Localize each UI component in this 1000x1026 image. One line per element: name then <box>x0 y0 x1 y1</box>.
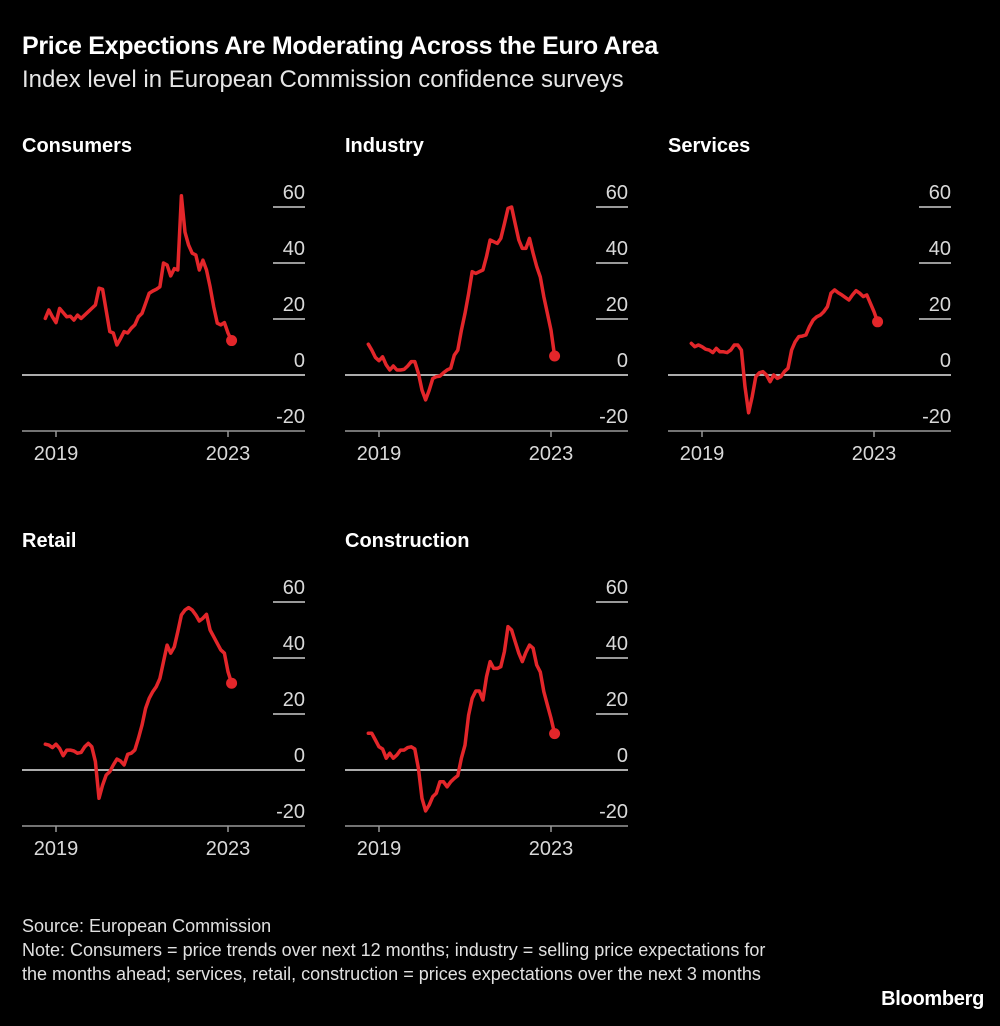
x-tick-label: 2023 <box>529 838 574 860</box>
panel-construction: 60 40 20 0 -20 2019 2023 <box>345 577 628 860</box>
y-tick-label: 60 <box>606 577 628 599</box>
series-line <box>43 605 234 801</box>
source-note: Source: European Commission <box>22 916 272 936</box>
x-tick-label: 2019 <box>34 443 79 465</box>
panel-title-construction: Construction <box>345 530 470 552</box>
x-tick-label: 2023 <box>852 443 897 465</box>
series-line <box>689 288 880 415</box>
x-tick-label: 2023 <box>206 443 251 465</box>
y-tick-label: 60 <box>283 577 305 599</box>
end-point-marker <box>226 677 238 689</box>
y-tick-label: 40 <box>283 238 305 260</box>
panel-services: 60 40 20 0 -20 2019 2023 <box>668 182 951 465</box>
y-tick-label: 60 <box>283 182 305 204</box>
x-tick-label: 2023 <box>206 838 251 860</box>
series-line <box>43 194 234 347</box>
x-tick-label: 2019 <box>34 838 79 860</box>
y-tick-label: 20 <box>283 689 305 711</box>
y-tick-label: -20 <box>599 801 628 823</box>
panel-consumers: 60 40 20 0 -20 2019 2023 <box>22 182 305 465</box>
end-point-marker <box>226 335 238 347</box>
panel-retail: 60 40 20 0 -20 2019 2023 <box>22 577 305 860</box>
y-tick-label: 20 <box>606 689 628 711</box>
chart-subtitle: Index level in European Commission confi… <box>22 66 624 93</box>
y-tick-label: 40 <box>929 238 951 260</box>
y-tick-label: 20 <box>929 294 951 316</box>
methodology-note: Note: Consumers = price trends over next… <box>22 940 766 984</box>
x-tick-label: 2019 <box>357 443 402 465</box>
end-point-marker <box>872 316 884 328</box>
x-tick-label: 2023 <box>529 443 574 465</box>
y-tick-label: -20 <box>276 801 305 823</box>
x-tick-label: 2019 <box>680 443 725 465</box>
y-tick-label: -20 <box>599 406 628 428</box>
panel-title-consumers: Consumers <box>22 135 133 157</box>
series-line <box>366 624 557 813</box>
x-tick-label: 2019 <box>357 838 402 860</box>
y-tick-label: -20 <box>922 406 951 428</box>
y-tick-label: 0 <box>294 350 305 372</box>
y-tick-label: 0 <box>940 350 951 372</box>
panel-title-industry: Industry <box>345 135 424 157</box>
end-point-marker <box>549 350 561 362</box>
panel-industry: 60 40 20 0 -20 2019 2023 <box>345 182 628 465</box>
y-tick-label: 0 <box>617 350 628 372</box>
y-tick-label: 40 <box>283 633 305 655</box>
y-tick-label: 40 <box>606 633 628 655</box>
y-tick-label: 60 <box>929 182 951 204</box>
y-tick-label: 0 <box>617 745 628 767</box>
y-tick-label: -20 <box>276 406 305 428</box>
chart-title: Price Expections Are Moderating Across t… <box>22 32 658 60</box>
bloomberg-logo: Bloomberg <box>881 988 984 1010</box>
end-point-marker <box>549 728 561 740</box>
y-tick-label: 20 <box>606 294 628 316</box>
y-tick-label: 0 <box>294 745 305 767</box>
y-tick-label: 60 <box>606 182 628 204</box>
panel-title-retail: Retail <box>22 530 77 552</box>
footer: Source: European Commission Note: Consum… <box>22 914 782 986</box>
y-tick-label: 20 <box>283 294 305 316</box>
series-line <box>366 205 557 402</box>
panel-title-services: Services <box>668 135 751 157</box>
y-tick-label: 40 <box>606 238 628 260</box>
